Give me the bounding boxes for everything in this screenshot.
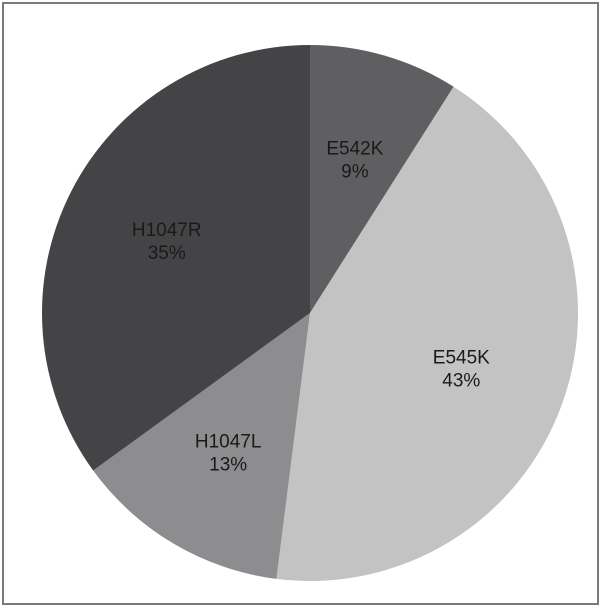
pie-slice-h1047r bbox=[42, 45, 311, 471]
pie-slice-h1047l bbox=[93, 313, 311, 579]
pie-slice-e542k bbox=[310, 45, 454, 313]
slice-name-e545k: E545K bbox=[433, 347, 490, 368]
slice-name-h1047r: H1047R bbox=[132, 220, 202, 241]
slice-name-e542k: E542K bbox=[326, 139, 383, 160]
pie-slice-e545k bbox=[276, 86, 579, 581]
slice-name-h1047l: H1047L bbox=[195, 431, 262, 452]
pie-slices bbox=[42, 45, 579, 581]
slice-percent-e542k: 9% bbox=[341, 162, 369, 183]
slice-percent-h1047r: 35% bbox=[148, 243, 186, 264]
slice-percent-e545k: 43% bbox=[442, 370, 480, 391]
slice-percent-h1047l: 13% bbox=[209, 454, 247, 475]
